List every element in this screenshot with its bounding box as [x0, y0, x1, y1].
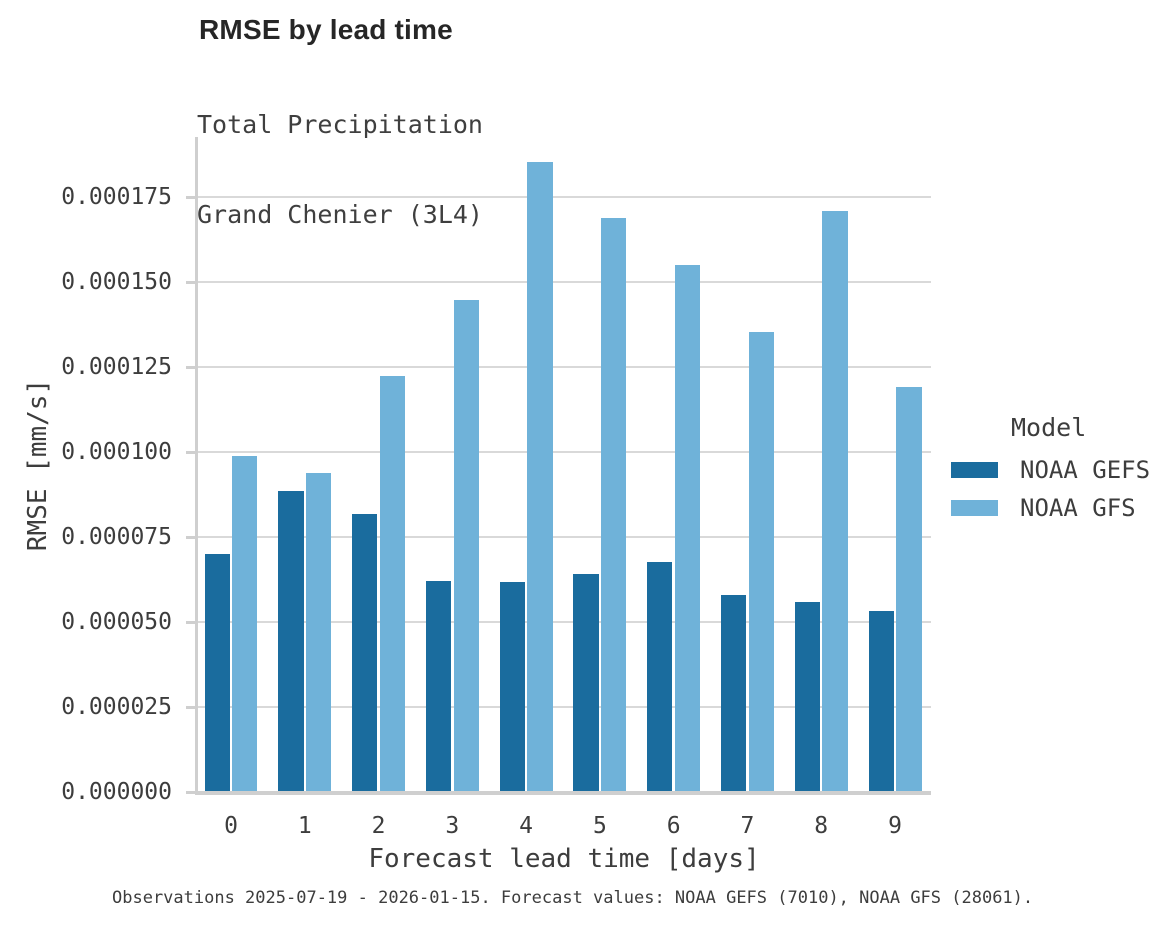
y-tick-label: 0.000100 [61, 439, 172, 466]
gridline [197, 366, 931, 369]
x-tick-label: 8 [814, 813, 829, 839]
subtitle-line-1: Total Precipitation [197, 110, 483, 139]
y-tick-mark [186, 535, 197, 539]
bar-noaa-gefs-lead-9 [868, 611, 894, 791]
bar-noaa-gfs-lead-6 [674, 264, 701, 791]
bar-noaa-gfs-lead-1 [305, 472, 332, 791]
x-tick-label: 0 [224, 813, 238, 839]
bar-noaa-gefs-lead-3 [425, 580, 452, 791]
bar-noaa-gefs-lead-0 [204, 554, 230, 791]
bar-noaa-gfs-lead-3 [453, 299, 479, 791]
legend-label: NOAA GFS [1020, 494, 1136, 522]
bar-noaa-gefs-lead-8 [794, 602, 821, 791]
y-tick-label: 0.000175 [61, 184, 172, 211]
bar-noaa-gefs-lead-4 [499, 582, 525, 791]
bar-noaa-gfs-lead-7 [748, 332, 774, 791]
y-tick-label: 0.000050 [61, 609, 172, 636]
legend: Model NOAA GEFS NOAA GFS [951, 413, 1172, 532]
bar-noaa-gfs-lead-9 [896, 386, 922, 791]
x-tick-label: 7 [740, 813, 755, 839]
legend-items: NOAA GEFS NOAA GFS [951, 456, 1172, 522]
y-tick-label: 0.000125 [61, 354, 172, 381]
bar-noaa-gfs-lead-2 [379, 375, 406, 791]
y-tick-mark [186, 450, 197, 454]
bar-noaa-gfs-lead-8 [822, 210, 848, 791]
y-tick-label: 0.000025 [61, 694, 172, 721]
legend-label: NOAA GEFS [1020, 456, 1151, 484]
legend-swatch [951, 500, 998, 516]
bar-noaa-gfs-lead-0 [232, 455, 258, 791]
y-tick-label: 0.000000 [61, 779, 172, 805]
x-axis-title: Forecast lead time [days] [368, 844, 760, 874]
x-tick-label: 4 [519, 813, 534, 839]
x-tick-label: 3 [445, 813, 460, 839]
bar-noaa-gefs-lead-2 [352, 513, 378, 791]
y-tick-label: 0.000075 [61, 524, 172, 551]
x-tick-label: 5 [592, 813, 607, 839]
legend-title: Model [1011, 413, 1087, 442]
x-tick-label: 6 [666, 813, 681, 839]
subtitle-line-2: Grand Chenier (3L4) [197, 200, 483, 229]
bar-noaa-gefs-lead-6 [647, 562, 673, 791]
x-tick-label: 9 [888, 813, 902, 839]
chart-subtitle: Total Precipitation Grand Chenier (3L4) [197, 50, 483, 290]
gridline [197, 621, 931, 624]
y-tick-mark [186, 195, 197, 199]
x-axis-line [195, 791, 931, 795]
caption: Observations 2025-07-19 - 2026-01-15. Fo… [112, 888, 1034, 908]
legend-item-noaa-gefs: NOAA GEFS [951, 456, 1172, 484]
gridline [197, 196, 931, 199]
y-tick-label: 0.000150 [61, 269, 172, 296]
legend-item-noaa-gfs: NOAA GFS [951, 494, 1172, 522]
gridline [197, 706, 931, 709]
bar-noaa-gefs-lead-5 [573, 574, 599, 791]
gridline [197, 451, 931, 454]
y-tick-mark [186, 365, 197, 369]
bar-noaa-gefs-lead-7 [720, 594, 747, 791]
gridline [197, 281, 931, 284]
legend-swatch [951, 462, 998, 478]
x-tick-label: 1 [297, 813, 312, 839]
y-tick-mark [186, 790, 197, 794]
y-tick-mark [186, 705, 197, 709]
bar-noaa-gfs-lead-5 [601, 217, 627, 791]
y-tick-mark [186, 620, 197, 624]
chart-title: RMSE by lead time [199, 14, 453, 45]
y-axis-spine [195, 137, 198, 795]
bar-noaa-gefs-lead-1 [278, 490, 304, 791]
bar-noaa-gfs-lead-4 [527, 161, 553, 791]
y-tick-mark [186, 280, 197, 284]
gridline [197, 536, 931, 539]
x-tick-label: 2 [371, 813, 386, 839]
